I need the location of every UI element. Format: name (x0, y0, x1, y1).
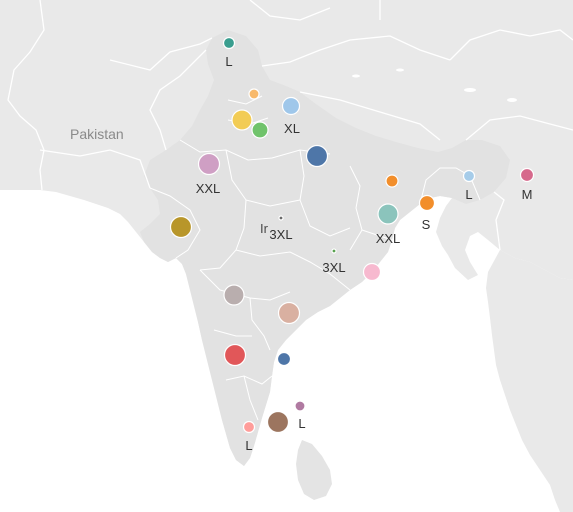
marker-size-label-14: M (522, 187, 533, 202)
map-marker-4[interactable] (251, 121, 269, 139)
map-marker-13[interactable] (462, 169, 476, 183)
country-label-pakistan: Pakistan (70, 126, 124, 142)
map-marker-20[interactable] (276, 351, 292, 367)
map-marker-9[interactable] (278, 215, 284, 221)
map-marker-7[interactable] (305, 144, 329, 168)
map-marker-19[interactable] (223, 343, 247, 367)
map-marker-17[interactable] (223, 284, 245, 306)
marker-size-label-23: L (245, 438, 252, 453)
marker-size-label-6: XXL (196, 181, 221, 196)
marker-size-label-9: 3XL (269, 227, 292, 242)
marker-size-label-1: L (225, 54, 232, 69)
map-marker-10[interactable] (385, 174, 399, 188)
marker-size-label-12: S (422, 217, 431, 232)
map-marker-23[interactable] (242, 420, 256, 434)
map-marker-6[interactable] (197, 152, 221, 176)
map-marker-12[interactable] (418, 194, 436, 212)
markers-layer: L XL XXL 3XL XXL S L M 3XL L L (169, 36, 535, 453)
water-bodies (352, 68, 517, 102)
map-marker-22[interactable] (294, 400, 306, 412)
eastern-landmass (486, 250, 573, 512)
map-marker-15[interactable] (331, 248, 337, 254)
city-label-partial: Ir (260, 221, 269, 236)
marker-size-label-11: XXL (376, 231, 401, 246)
map-marker-18[interactable] (277, 301, 301, 325)
map-marker-14[interactable] (519, 167, 535, 183)
marker-size-label-15: 3XL (322, 260, 345, 275)
sri-lanka (296, 440, 332, 500)
map-marker-2[interactable] (248, 88, 260, 100)
map-marker-21[interactable] (266, 410, 290, 434)
map-marker-8[interactable] (169, 215, 193, 239)
marker-size-label-5: XL (284, 121, 300, 136)
map-marker-5[interactable] (281, 96, 301, 116)
map-marker-1[interactable] (222, 36, 236, 50)
map-marker-16[interactable] (362, 262, 382, 282)
map-marker-11[interactable] (377, 203, 399, 225)
borders (7, 0, 573, 421)
marker-size-label-13: L (465, 187, 472, 202)
marker-size-label-21: L (298, 416, 305, 431)
map-marker-3[interactable] (231, 109, 253, 131)
